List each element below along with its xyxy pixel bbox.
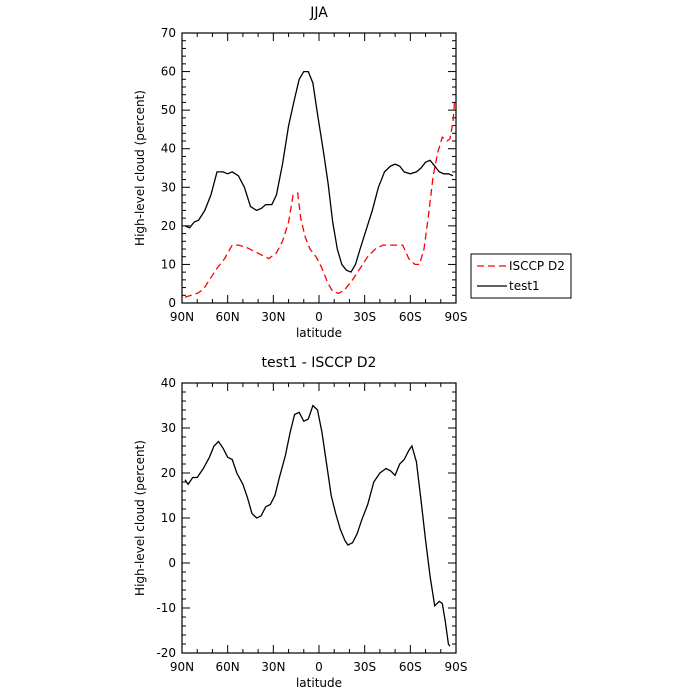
chart-2-y-tick-label: -10 bbox=[156, 601, 176, 615]
chart-1-y-tick-label: 70 bbox=[161, 26, 176, 40]
chart-1-y-tick-label: 0 bbox=[168, 296, 176, 310]
chart-2-x-tick-label: 60N bbox=[216, 660, 240, 674]
chart-1-y-tick-label: 60 bbox=[161, 65, 176, 79]
chart-1-y-tick-label: 50 bbox=[161, 103, 176, 117]
chart-2-y-tick-label: 40 bbox=[161, 376, 176, 390]
chart-1-y-axis-label: High-level cloud (percent) bbox=[133, 90, 147, 246]
chart-2-x-tick-label: 30N bbox=[261, 660, 285, 674]
chart-1-plot-frame bbox=[181, 32, 457, 304]
chart-1-x-tick-label: 30S bbox=[353, 310, 376, 324]
chart-2-x-tick-label: 90S bbox=[445, 660, 468, 674]
chart-1-x-tick-label: 90S bbox=[445, 310, 468, 324]
chart-1-x-tick-label: 60N bbox=[216, 310, 240, 324]
chart-1-y-tick-label: 10 bbox=[161, 257, 176, 271]
chart-2-y-tick-label: 0 bbox=[168, 556, 176, 570]
chart-2-title: test1 - ISCCP D2 bbox=[262, 355, 377, 371]
chart-2-x-tick-label: 90N bbox=[170, 660, 194, 674]
chart-1-y-tick-label: 20 bbox=[161, 219, 176, 233]
chart-2-y-tick-label: 30 bbox=[161, 421, 176, 435]
chart-1-x-axis-label: latitude bbox=[296, 326, 342, 340]
chart-1-x-tick-label: 60S bbox=[399, 310, 422, 324]
chart-2-y-axis-label: High-level cloud (percent) bbox=[133, 440, 147, 596]
chart-1-x-tick-label: 0 bbox=[315, 310, 323, 324]
chart-1-x-tick-label: 30N bbox=[261, 310, 285, 324]
chart-1-series-line-test1 bbox=[184, 70, 454, 273]
chart-2-y-tick-label: 20 bbox=[161, 466, 176, 480]
chart-1-y-tick-label: 30 bbox=[161, 180, 176, 194]
chart-2-plot-frame bbox=[181, 382, 457, 654]
chart-2-x-axis-label: latitude bbox=[296, 676, 342, 690]
chart-2-x-tick-label: 0 bbox=[315, 660, 323, 674]
chart-1-title: JJA bbox=[309, 5, 328, 21]
chart-2-series-line-difference bbox=[184, 404, 451, 647]
chart-1-legend-label-isccp-d2: ISCCP D2 bbox=[509, 259, 565, 273]
chart-2-y-tick-label: 10 bbox=[161, 511, 176, 525]
chart-1-y-tick-label: 40 bbox=[161, 142, 176, 156]
chart-1-legend-label-test1: test1 bbox=[509, 279, 540, 293]
chart-1-series-line-isccp-d2 bbox=[184, 102, 456, 298]
chart-2-x-tick-label: 60S bbox=[399, 660, 422, 674]
chart-1-x-tick-label: 90N bbox=[170, 310, 194, 324]
chart-1-legend-box bbox=[470, 253, 572, 299]
chart-2-y-tick-label: -20 bbox=[156, 646, 176, 660]
chart-2-x-tick-label: 30S bbox=[353, 660, 376, 674]
